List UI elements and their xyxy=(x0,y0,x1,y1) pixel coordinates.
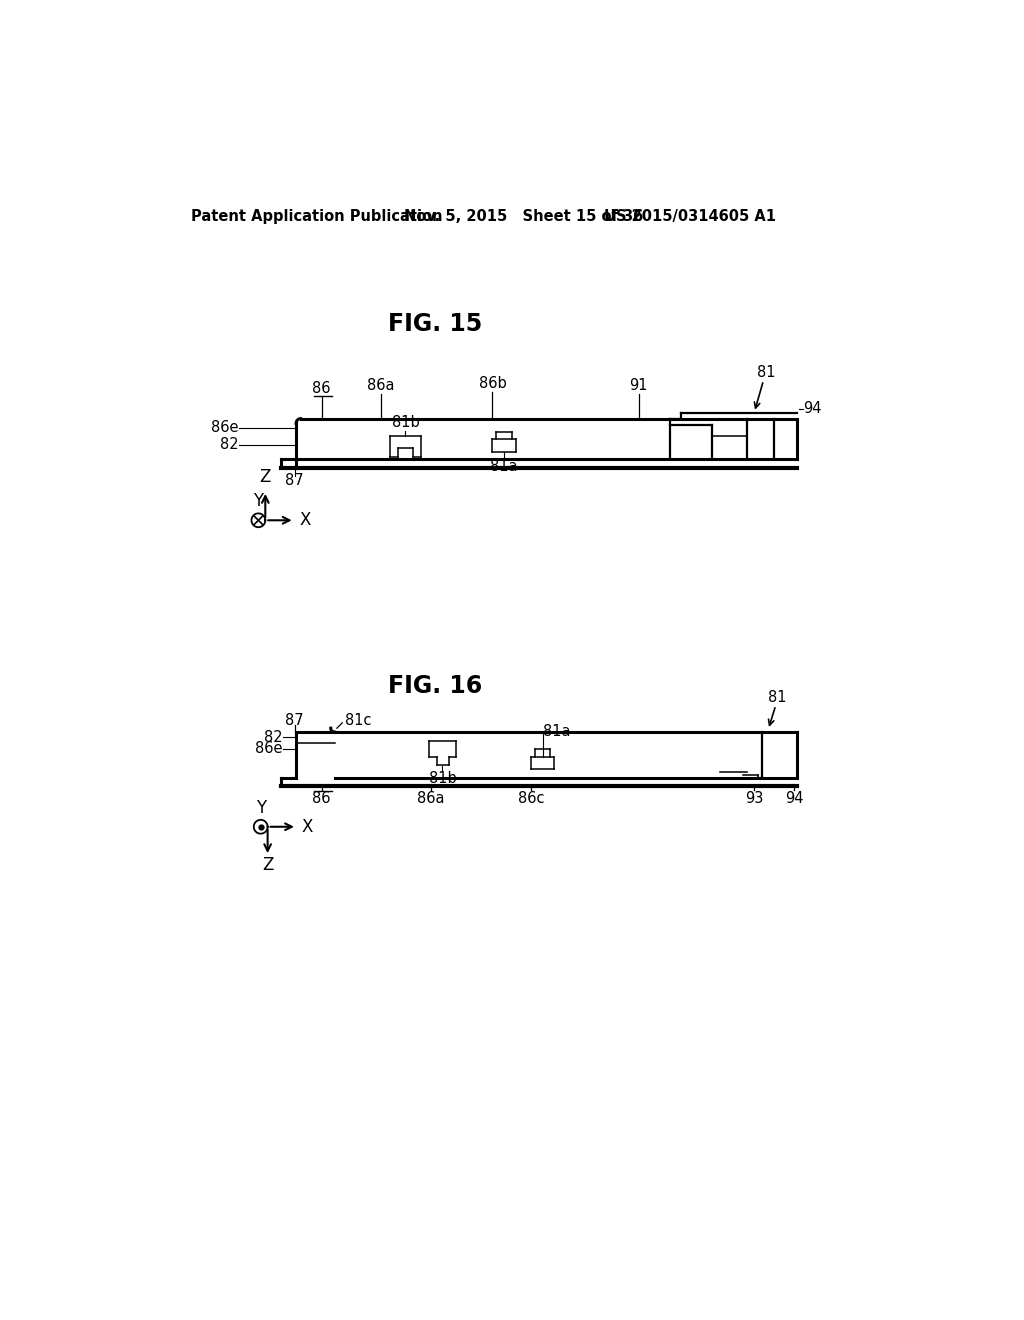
Text: 81b: 81b xyxy=(428,771,457,787)
Text: 86a: 86a xyxy=(417,792,444,807)
Text: 81: 81 xyxy=(757,364,775,380)
Text: 87: 87 xyxy=(286,713,304,729)
Text: 86a: 86a xyxy=(367,379,394,393)
Text: 81b: 81b xyxy=(391,416,419,430)
Text: Z: Z xyxy=(260,469,271,487)
Text: 81c: 81c xyxy=(345,713,371,729)
Text: 93: 93 xyxy=(745,792,764,807)
Text: Nov. 5, 2015   Sheet 15 of 36: Nov. 5, 2015 Sheet 15 of 36 xyxy=(403,209,643,223)
Text: 81a: 81a xyxy=(490,459,518,474)
Text: X: X xyxy=(301,818,313,836)
Text: Y: Y xyxy=(253,492,263,511)
Text: X: X xyxy=(299,511,310,529)
Text: Patent Application Publication: Patent Application Publication xyxy=(190,209,442,223)
Text: US 2015/0314605 A1: US 2015/0314605 A1 xyxy=(604,209,776,223)
Text: 81a: 81a xyxy=(543,723,570,739)
Text: 86e: 86e xyxy=(255,742,283,756)
Text: Z: Z xyxy=(262,857,273,874)
Text: 94: 94 xyxy=(803,401,821,416)
Text: Y: Y xyxy=(256,799,266,817)
Text: 87: 87 xyxy=(286,473,304,488)
Text: FIG. 15: FIG. 15 xyxy=(388,312,482,337)
Text: 86: 86 xyxy=(312,380,331,396)
Text: 81: 81 xyxy=(768,690,786,705)
Text: 82: 82 xyxy=(220,437,239,453)
Text: 82: 82 xyxy=(263,730,283,744)
Text: 86: 86 xyxy=(312,792,331,807)
Text: FIG. 16: FIG. 16 xyxy=(388,673,482,698)
Text: 86c: 86c xyxy=(518,792,544,807)
Text: 91: 91 xyxy=(630,379,648,393)
Text: 86e: 86e xyxy=(211,420,239,436)
Text: 94: 94 xyxy=(785,792,804,807)
Text: 86b: 86b xyxy=(478,376,506,391)
